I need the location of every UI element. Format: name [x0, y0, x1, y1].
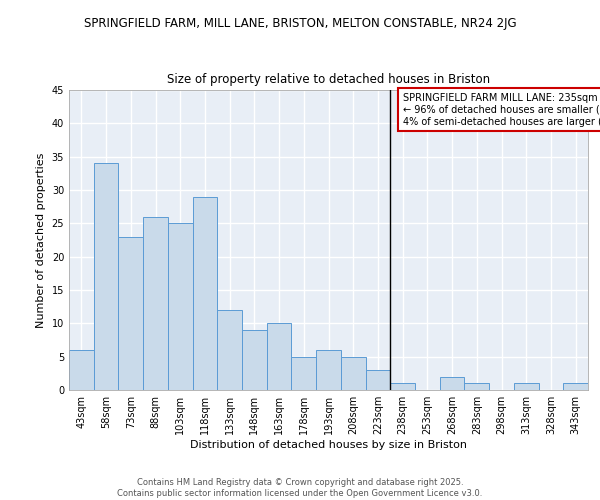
Bar: [390, 384, 415, 390]
Bar: [464, 384, 489, 390]
Bar: [193, 196, 217, 390]
Bar: [217, 310, 242, 390]
Bar: [563, 384, 588, 390]
Bar: [316, 350, 341, 390]
X-axis label: Distribution of detached houses by size in Briston: Distribution of detached houses by size …: [190, 440, 467, 450]
Bar: [440, 376, 464, 390]
Bar: [267, 324, 292, 390]
Text: Contains HM Land Registry data © Crown copyright and database right 2025.
Contai: Contains HM Land Registry data © Crown c…: [118, 478, 482, 498]
Bar: [514, 384, 539, 390]
Bar: [365, 370, 390, 390]
Bar: [242, 330, 267, 390]
Bar: [118, 236, 143, 390]
Bar: [168, 224, 193, 390]
Bar: [69, 350, 94, 390]
Y-axis label: Number of detached properties: Number of detached properties: [36, 152, 46, 328]
Bar: [143, 216, 168, 390]
Bar: [94, 164, 118, 390]
Bar: [292, 356, 316, 390]
Text: SPRINGFIELD FARM, MILL LANE, BRISTON, MELTON CONSTABLE, NR24 2JG: SPRINGFIELD FARM, MILL LANE, BRISTON, ME…: [83, 18, 517, 30]
Bar: [341, 356, 365, 390]
Title: Size of property relative to detached houses in Briston: Size of property relative to detached ho…: [167, 73, 490, 86]
Text: SPRINGFIELD FARM MILL LANE: 235sqm
← 96% of detached houses are smaller (192)
4%: SPRINGFIELD FARM MILL LANE: 235sqm ← 96%…: [403, 94, 600, 126]
